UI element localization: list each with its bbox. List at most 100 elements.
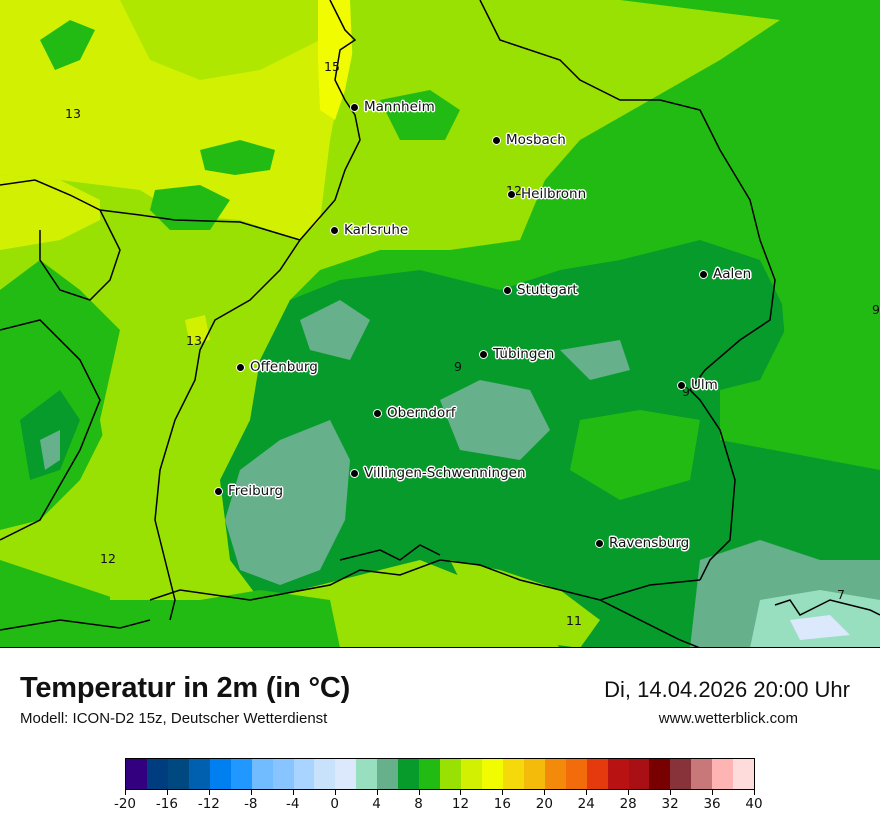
isotherm-label: 9	[682, 384, 690, 399]
city-marker-icon	[492, 135, 501, 145]
legend-color-segment	[419, 759, 441, 789]
city-marker-icon	[236, 362, 245, 372]
legend-color-segment	[126, 759, 147, 789]
city-marker-icon	[350, 102, 359, 112]
city-marker-icon	[595, 538, 604, 548]
legend-tick	[670, 790, 672, 795]
isotherm-label: 15	[324, 59, 340, 74]
temperature-map: 15 13 12 13 9 9 9 12 7 11 Mannheim Mosba…	[0, 0, 880, 648]
isotherm-label: 7	[837, 587, 845, 602]
city-marker-icon	[503, 285, 512, 295]
map-title: Temperatur in 2m (in °C)	[20, 672, 351, 704]
legend-tick-label: -16	[155, 796, 178, 812]
legend-color-segment	[377, 759, 399, 789]
legend-color-segment	[356, 759, 378, 789]
legend-tick	[754, 790, 755, 795]
legend-tick	[292, 790, 294, 795]
legend-color-segment	[586, 759, 608, 789]
legend-tick	[544, 790, 546, 795]
legend-color-segment	[230, 759, 252, 789]
legend-color-segment	[628, 759, 650, 789]
city-ulm: Ulm	[677, 377, 718, 393]
city-oberndorf: Oberndorf	[373, 405, 456, 421]
legend-tick-label: 12	[451, 796, 470, 812]
legend-color-segment	[398, 759, 420, 789]
legend-tick-label: 0	[330, 796, 339, 812]
website-link[interactable]: www.wetterblick.com	[658, 710, 798, 727]
isotherm-label: 11	[566, 613, 582, 628]
legend-color-segment	[691, 759, 713, 789]
legend-tick-label: 28	[619, 796, 637, 812]
city-karlsruhe: Karlsruhe	[330, 222, 408, 238]
legend-color-segment	[335, 759, 357, 789]
legend-color-segment	[670, 759, 692, 789]
legend-tick	[502, 790, 504, 795]
legend-color-segment	[461, 759, 482, 789]
legend-tick	[376, 790, 378, 795]
legend-tick	[334, 790, 336, 795]
city-villingen-schwenningen: Villingen-Schwenningen	[350, 465, 526, 481]
legend-tick-label: -20	[113, 796, 137, 812]
legend-tick-label: -12	[197, 796, 220, 812]
city-aalen: Aalen	[699, 266, 751, 282]
isotherm-label: 9	[454, 359, 462, 374]
legend-tick-label: 36	[703, 796, 721, 812]
legend-color-segment	[523, 759, 545, 789]
legend-color-segment	[209, 759, 231, 789]
model-source: Modell: ICON-D2 15z, Deutscher Wetterdie…	[20, 710, 328, 727]
legend-tick-label: 16	[493, 796, 511, 812]
isotherm-label: 13	[65, 106, 81, 121]
legend-tick-label: 24	[577, 796, 595, 812]
city-mosbach: Mosbach	[492, 132, 566, 148]
legend-color-segment	[167, 759, 189, 789]
legend-tick-label: 20	[535, 796, 553, 812]
legend-color-segment	[481, 759, 503, 789]
valid-datetime: Di, 14.04.2026 20:00 Uhr	[604, 677, 850, 702]
legend-tick	[250, 790, 252, 795]
city-offenburg: Offenburg	[236, 359, 318, 375]
map-footer: Temperatur in 2m (in °C) Modell: ICON-D2…	[0, 648, 880, 830]
city-marker-icon	[699, 269, 708, 279]
legend-tick	[166, 790, 168, 795]
legend-tick	[208, 790, 210, 795]
city-heilbronn: Heilbronn	[507, 186, 586, 202]
legend-tick	[460, 790, 462, 795]
city-stuttgart: Stuttgart	[503, 282, 578, 298]
color-legend	[125, 758, 755, 790]
city-marker-icon	[677, 380, 686, 390]
city-ravensburg: Ravensburg	[595, 535, 689, 551]
isotherm-label: 12	[100, 551, 116, 566]
legend-color-segment	[544, 759, 566, 789]
legend-color-segment	[502, 759, 524, 789]
city-marker-icon	[330, 225, 339, 235]
legend-color-segment	[649, 759, 671, 789]
legend-tick-label: 40	[745, 796, 763, 812]
legend-tick	[586, 790, 588, 795]
legend-tick	[125, 790, 126, 795]
city-mannheim: Mannheim	[350, 99, 435, 115]
legend-tick-label: -8	[244, 796, 258, 812]
city-freiburg: Freiburg	[214, 483, 283, 499]
legend-color-segment	[293, 759, 315, 789]
city-marker-icon	[350, 468, 359, 478]
legend-tick	[418, 790, 420, 795]
legend-tick-label: 4	[372, 796, 381, 812]
legend-color-segment	[272, 759, 294, 789]
city-marker-icon	[507, 189, 516, 199]
isotherm-label: 9	[872, 302, 880, 317]
legend-ticks: -20 -16 -12 -8 -4 0 4 8 12 16 20 24 28 32 36 40	[114, 790, 763, 820]
legend-color-segment	[565, 759, 587, 789]
legend-color-segment	[712, 759, 734, 789]
legend-tick	[628, 790, 630, 795]
city-marker-icon	[373, 408, 382, 418]
legend-tick	[712, 790, 714, 795]
legend-color-segment	[314, 759, 336, 789]
temperature-field	[0, 0, 880, 647]
legend-color-segment	[607, 759, 629, 789]
legend-tick-label: 32	[661, 796, 679, 812]
legend-tick-label: -4	[285, 796, 300, 812]
legend-color-segment	[188, 759, 210, 789]
legend-color-segment	[146, 759, 168, 789]
city-marker-icon	[479, 349, 488, 359]
city-tuebingen: Tübingen	[479, 346, 554, 362]
